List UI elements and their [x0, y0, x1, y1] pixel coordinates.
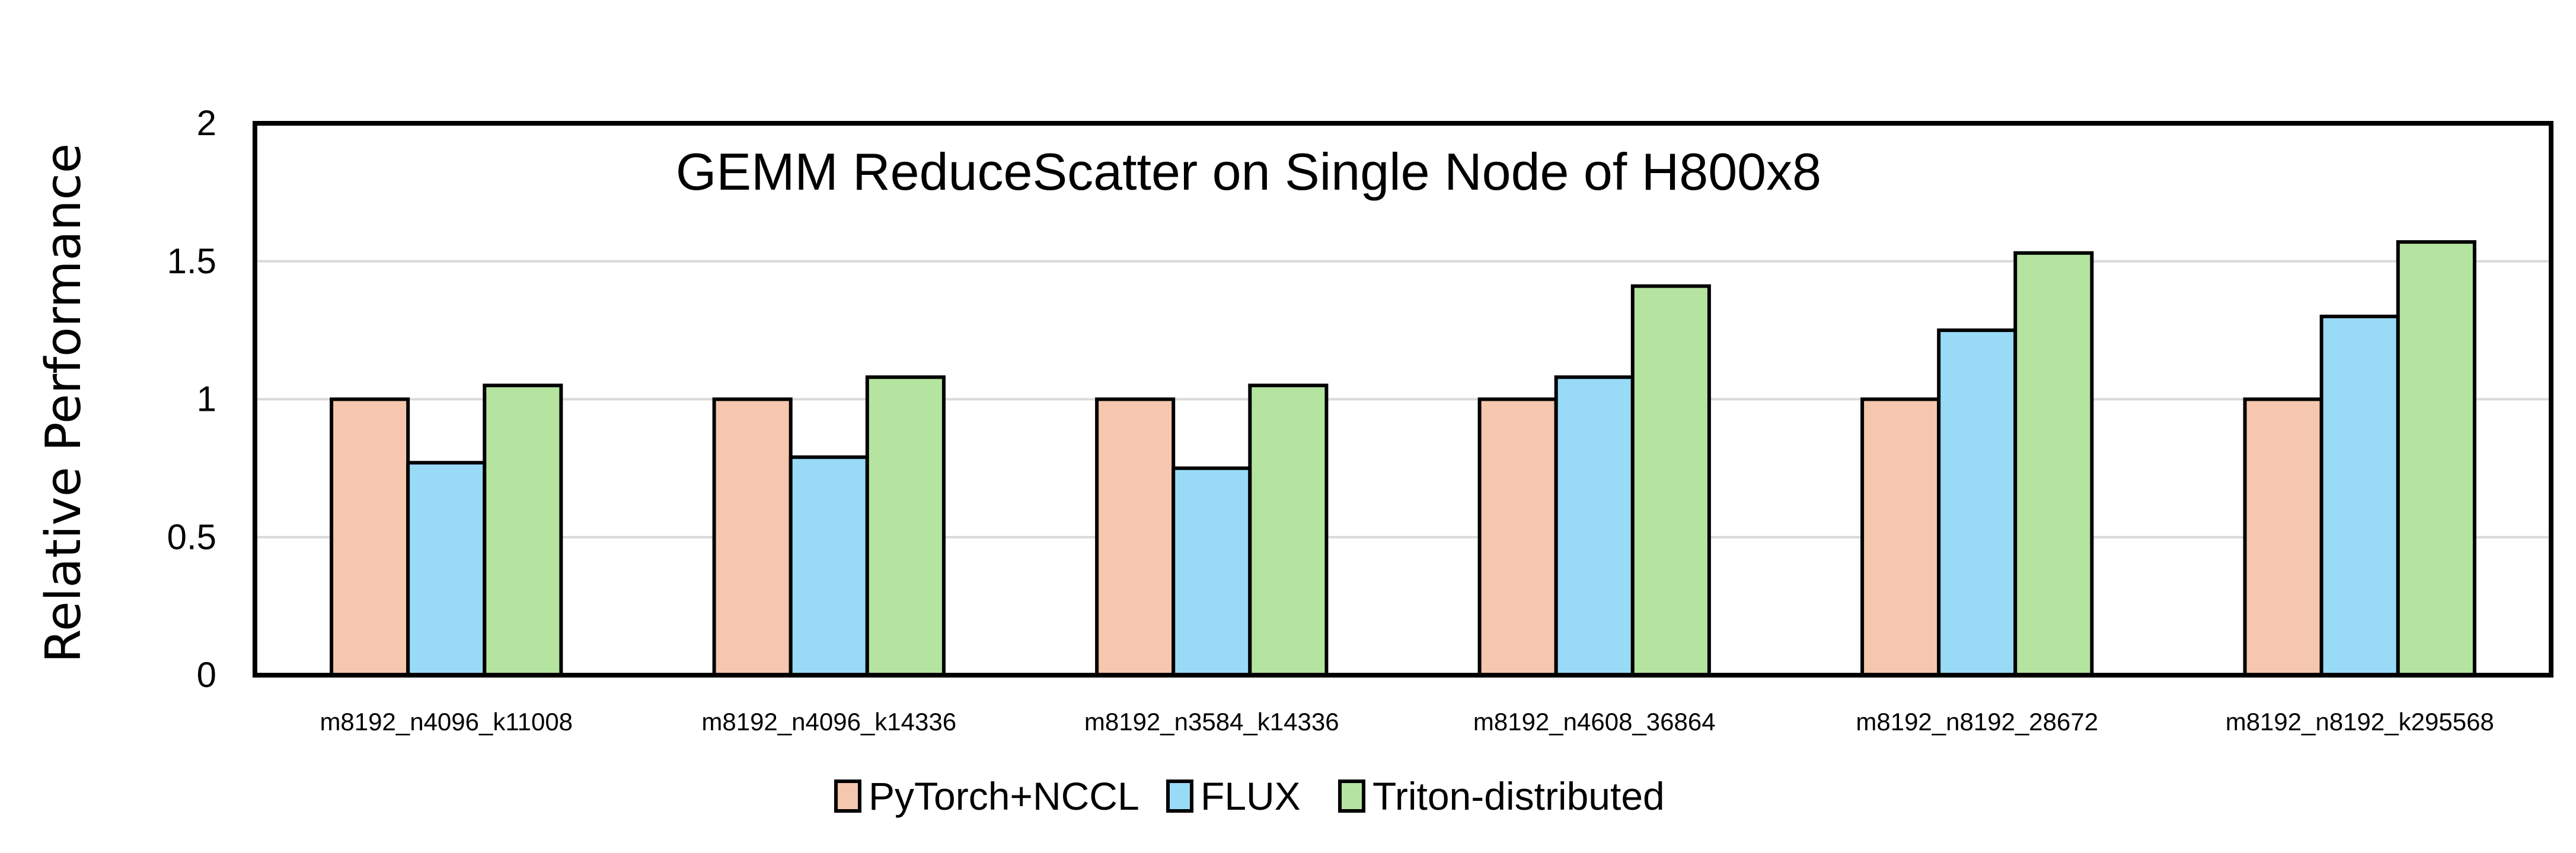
- legend-swatch: [1166, 779, 1193, 813]
- legend-swatch: [834, 779, 861, 813]
- bar-triton-distributed: [483, 384, 563, 677]
- bars: [330, 240, 2476, 678]
- bar-flux: [1172, 466, 1252, 677]
- x-tick-label: m8192_n8192_28672: [1856, 708, 2098, 736]
- bar-triton-distributed: [1630, 284, 1711, 677]
- y-tick-label: 0: [197, 655, 216, 695]
- legend-label: Triton-distributed: [1372, 774, 1665, 818]
- legend-label: FLUX: [1201, 774, 1301, 818]
- x-tick-label: m8192_n3584_k14336: [1084, 708, 1339, 736]
- legend: PyTorch+NCCL FLUX Triton-distributed: [834, 774, 1665, 818]
- bar-flux: [789, 455, 869, 677]
- legend-label: PyTorch+NCCL: [869, 774, 1139, 818]
- plot-frame: [253, 121, 2553, 678]
- y-tick-label: 1: [197, 379, 216, 419]
- x-tick-label: m8192_n4608_36864: [1473, 708, 1716, 736]
- bar-flux: [1937, 328, 2018, 677]
- bar-pytorch-nccl: [330, 397, 410, 677]
- bar-triton-distributed: [1248, 384, 1329, 677]
- y-tick-label: 2: [197, 103, 216, 143]
- x-tick-label: m8192_n4096_k11008: [320, 708, 573, 736]
- bar-pytorch-nccl: [712, 397, 793, 677]
- bar-triton-distributed: [865, 375, 946, 677]
- y-tick-labels: 0 0.5 1 1.5 2: [167, 103, 216, 695]
- bar-flux: [2319, 314, 2400, 677]
- chart-title: GEMM ReduceScatter on Single Node of H80…: [676, 142, 1821, 201]
- legend-swatch: [1338, 779, 1365, 813]
- y-tick-label: 1.5: [167, 241, 216, 281]
- y-tick-label: 0.5: [167, 517, 216, 557]
- bar-pytorch-nccl: [1477, 397, 1558, 677]
- bar-flux: [406, 461, 487, 677]
- bar-pytorch-nccl: [1095, 397, 1176, 677]
- x-tick-labels: m8192_n4096_k11008 m8192_n4096_k14336 m819…: [320, 708, 2494, 736]
- bar-triton-distributed: [2013, 251, 2094, 678]
- x-tick-label: m8192_n8192_k295568: [2226, 708, 2494, 736]
- bar-flux: [1554, 375, 1635, 677]
- y-axis-label: Relative Performance: [36, 143, 92, 663]
- bar-pytorch-nccl: [2243, 397, 2323, 677]
- bar-pytorch-nccl: [1860, 397, 1941, 677]
- x-tick-label: m8192_n4096_k14336: [701, 708, 956, 736]
- bar-triton-distributed: [2396, 240, 2476, 678]
